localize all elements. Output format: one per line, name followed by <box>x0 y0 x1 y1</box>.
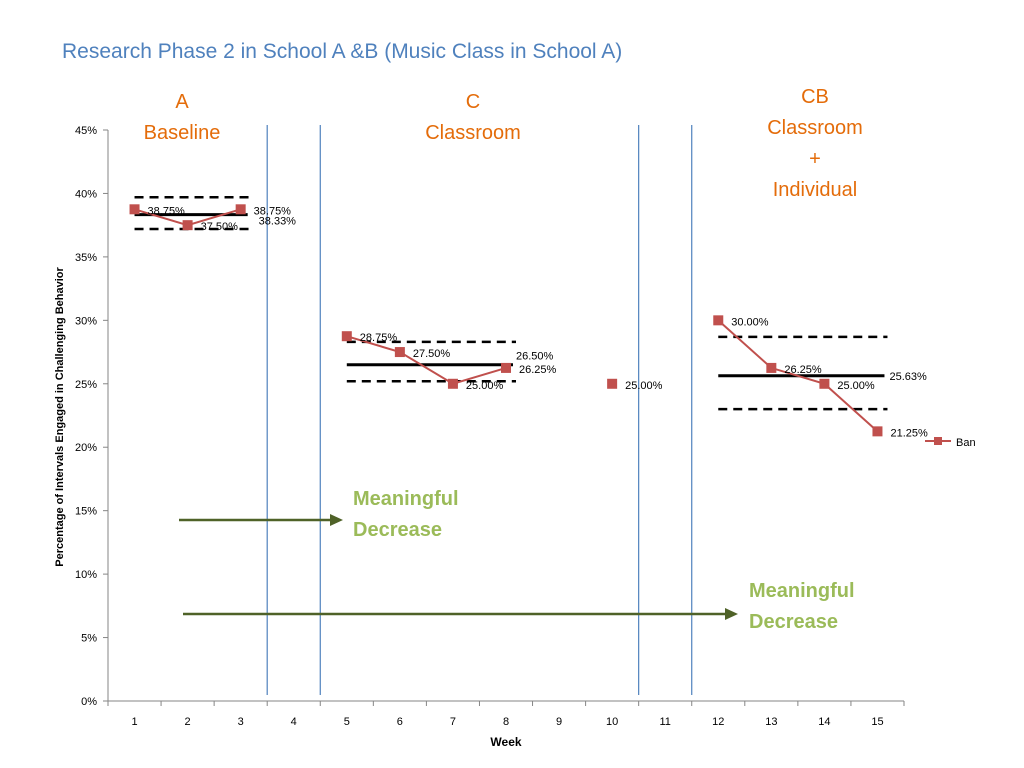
phase-a-name: Baseline <box>143 122 221 144</box>
y-tick-label: 20% <box>75 442 97 454</box>
annotation-meaningful-decrease-2: Meaningful Decrease <box>749 576 855 638</box>
x-tick-label: 8 <box>503 716 509 728</box>
data-label: 26.25% <box>519 364 557 376</box>
x-tick-label: 5 <box>344 716 350 728</box>
mean-label: 25.63% <box>889 371 927 383</box>
data-point <box>341 331 352 342</box>
slide-title: Research Phase 2 in School A &B (Music C… <box>62 40 623 63</box>
x-tick-label: 15 <box>871 716 883 728</box>
series-line <box>717 319 879 433</box>
data-point <box>394 347 405 358</box>
x-tick-label: 4 <box>291 716 297 728</box>
x-tick-label: 7 <box>450 716 456 728</box>
y-tick-label: 25% <box>75 379 97 391</box>
data-label: 27.50% <box>413 348 451 360</box>
y-tick-label: 45% <box>75 125 97 137</box>
x-tick-label: 1 <box>131 716 137 728</box>
x-tick-label: 13 <box>765 716 777 728</box>
annotation-1-line-2: Decrease <box>353 519 442 541</box>
y-tick-label: 40% <box>75 188 97 200</box>
data-point <box>819 378 830 389</box>
series-line <box>346 335 507 385</box>
y-tick-label: 5% <box>81 633 97 645</box>
data-label: 38.75% <box>148 205 186 217</box>
data-series: 38.75% 37.50% 38.75% 28.75% 27.50% 25.00% 26.2… <box>129 204 976 449</box>
phase-c-name: Classroom <box>425 122 521 144</box>
arrow-1-head <box>330 514 343 526</box>
phase-cb-code: CB <box>801 86 829 108</box>
x-tick-label: 12 <box>712 716 724 728</box>
x-tick-label: 6 <box>397 716 403 728</box>
data-label: 37.50% <box>201 221 239 233</box>
y-tick-label: 0% <box>81 696 97 708</box>
y-tick-label: 35% <box>75 252 97 264</box>
data-point <box>129 204 140 215</box>
data-point <box>607 378 618 389</box>
data-label: 28.75% <box>360 332 398 344</box>
data-label: 26.25% <box>784 364 822 376</box>
data-point <box>447 378 458 389</box>
phase-cb-name-2: Individual <box>772 179 858 201</box>
phase-label-a: A Baseline <box>112 87 252 149</box>
data-label: 30.00% <box>731 316 769 328</box>
legend-label: Ban <box>956 437 976 449</box>
data-point <box>872 426 883 437</box>
legend-marker <box>934 437 942 445</box>
x-tick-label: 14 <box>818 716 830 728</box>
phase-change-lines <box>266 125 693 695</box>
phase-cb-name-1: Classroom <box>767 117 863 139</box>
data-label: 25.00% <box>625 380 663 392</box>
annotation-2-line-2: Decrease <box>749 611 838 633</box>
mean-lines: 38.33% 26.50% 25.63% <box>134 196 927 411</box>
chart-axes: 0%5%10%15%20%25%30%35%40%45%1 2 3 4 5 6 7 8 9 10 1… <box>54 125 905 749</box>
x-tick-label: 3 <box>238 716 244 728</box>
data-point <box>713 315 724 326</box>
annotation-2-line-1: Meaningful <box>749 580 855 602</box>
x-tick-label: 2 <box>185 716 191 728</box>
phase-cb-plus: + <box>809 148 821 170</box>
x-axis-title: Week <box>490 735 521 749</box>
y-tick-label: 30% <box>75 315 97 327</box>
y-axis-title: Percentage of Intervals Engaged in Chall… <box>54 267 66 567</box>
x-tick-label: 10 <box>606 716 618 728</box>
data-label: 25.00% <box>837 380 875 392</box>
data-point <box>235 204 246 215</box>
y-tick-label: 10% <box>75 569 97 581</box>
mean-label: 38.33% <box>259 216 297 228</box>
phase-a-code: A <box>175 91 189 113</box>
y-tick-label: 15% <box>75 506 97 518</box>
phase-label-c: C Classroom <box>400 87 546 149</box>
data-label: 38.75% <box>254 205 292 217</box>
data-point <box>766 362 777 373</box>
data-point <box>501 362 511 373</box>
annotation-1-line-1: Meaningful <box>353 488 459 510</box>
phase-c-code: C <box>465 91 481 113</box>
data-label: 25.00% <box>466 380 504 392</box>
arrows <box>179 514 738 620</box>
arrow-2-head <box>725 608 738 620</box>
data-point <box>182 220 193 231</box>
x-tick-label: 11 <box>659 716 670 728</box>
annotation-meaningful-decrease-1: Meaningful Decrease <box>353 484 459 546</box>
data-label: 21.25% <box>890 427 928 439</box>
x-tick-label: 9 <box>556 716 562 728</box>
mean-label: 26.50% <box>516 351 554 363</box>
phase-label-cb: CB Classroom + Individual <box>740 82 890 206</box>
